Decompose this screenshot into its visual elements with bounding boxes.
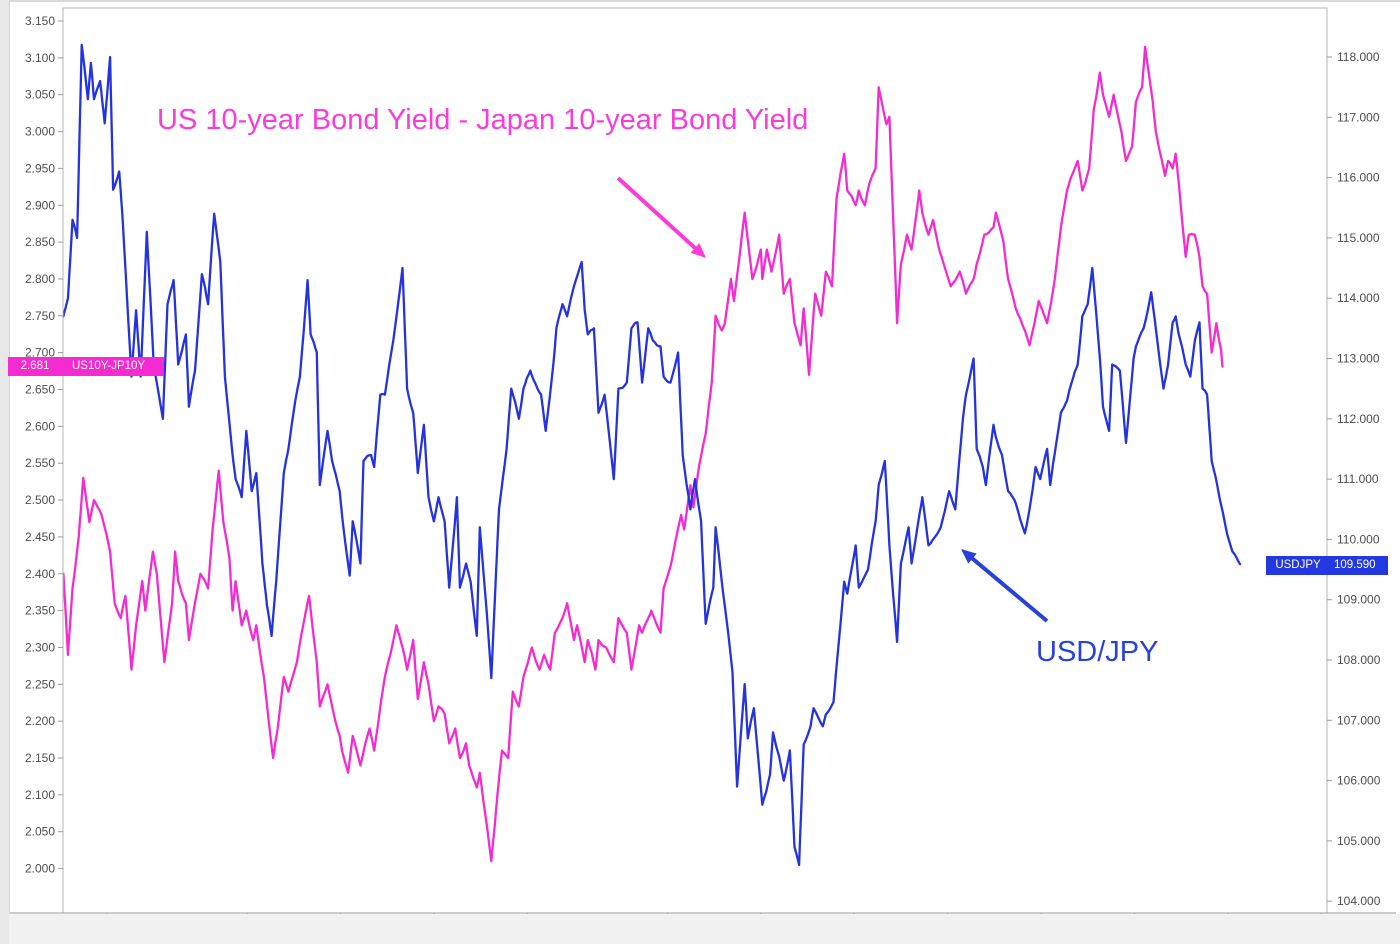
left-gutter: [0, 0, 10, 944]
left-axis-label: 2.050: [25, 825, 55, 839]
left-axis-label: 2.550: [25, 456, 55, 470]
right-axis-label: 107.000: [1337, 713, 1381, 727]
right-axis-label: 108.000: [1337, 653, 1381, 667]
left-axis-label: 2.500: [25, 493, 55, 507]
left-axis-label: 2.700: [25, 346, 55, 360]
left-axis-label: 2.350: [25, 604, 55, 618]
left-axis[interactable]: 3.150 3.100 3.050 3.000 2.950 2.900 2.850 2.800…: [25, 14, 63, 876]
right-axis-label: 104.000: [1337, 894, 1381, 908]
right-axis-label: 109.000: [1337, 593, 1381, 607]
left-axis-label: 2.100: [25, 788, 55, 802]
left-axis-label: 2.000: [25, 862, 55, 876]
left-axis-label: 2.800: [25, 272, 55, 286]
left-axis-label: 2.150: [25, 751, 55, 765]
left-axis-label: 2.650: [25, 383, 55, 397]
left-axis-label: 3.050: [25, 88, 55, 102]
left-axis-label: 3.100: [25, 51, 55, 65]
left-axis-label: 3.000: [25, 125, 55, 139]
left-axis-label: 2.200: [25, 714, 55, 728]
us10y-jp10y-last-price: 2.681: [20, 360, 50, 372]
left-axis-label: 2.250: [25, 677, 55, 691]
right-axis-label: 117.000: [1337, 110, 1380, 124]
left-axis-label: 2.600: [25, 419, 55, 433]
series-tag-usdjpy: USDJPY 109.590: [1266, 556, 1388, 575]
annotation-arrow-blue[interactable]: [961, 549, 1049, 623]
left-axis-label: 2.900: [25, 198, 55, 212]
us10y-jp10y-symbol: US10Y-JP10Y: [72, 360, 146, 372]
annotation-usdjpy-label[interactable]: USD/JPY: [1036, 636, 1159, 668]
right-axis-label: 111.000: [1337, 472, 1379, 486]
usdjpy-last-price: 109.590: [1334, 559, 1376, 571]
window-top-edge: [0, 0, 1400, 2]
right-axis-label: 112.000: [1337, 412, 1380, 426]
right-axis-label: 113.000: [1337, 352, 1380, 366]
right-axis-label: 110.000: [1337, 532, 1380, 546]
left-axis-label: 2.300: [25, 640, 55, 654]
right-axis-label: 115.000: [1337, 231, 1380, 245]
left-axis-label: 2.750: [25, 309, 55, 323]
left-axis-label: 2.950: [25, 161, 55, 175]
right-axis-label: 114.000: [1337, 291, 1380, 305]
left-axis-label: 2.400: [25, 567, 55, 581]
right-axis-label: 116.000: [1337, 171, 1380, 185]
time-axis-strip[interactable]: [9, 914, 1400, 944]
usdjpy-symbol: USDJPY: [1275, 559, 1321, 571]
right-axis-label: 105.000: [1337, 834, 1381, 848]
left-axis-label: 3.150: [25, 14, 55, 28]
series-line-usdjpy[interactable]: [63, 43, 1242, 867]
right-axis-label: 106.000: [1337, 774, 1381, 788]
plot-border: [62, 7, 1328, 914]
annotation-arrow-pink[interactable]: [616, 176, 706, 258]
annotation-spread-label[interactable]: US 10-year Bond Yield - Japan 10-year Bo…: [157, 104, 809, 136]
series-line-us10y-jp10y[interactable]: [63, 45, 1224, 863]
right-axis[interactable]: 118.000 117.000 116.000 115.000 114.000 113.0…: [1327, 50, 1381, 908]
right-axis-label: 118.000: [1337, 50, 1380, 64]
left-axis-label: 2.850: [25, 235, 55, 249]
left-axis-label: 2.450: [25, 530, 55, 544]
series-tag-us10y-jp10y: 2.681 US10Y-JP10Y: [8, 357, 164, 376]
